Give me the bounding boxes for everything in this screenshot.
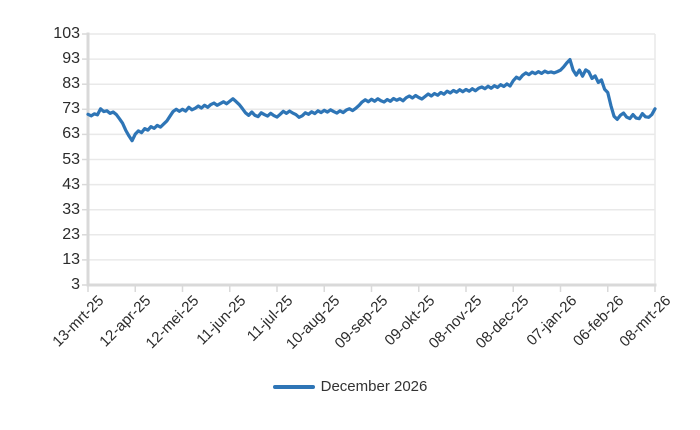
legend-label: December 2026 [320, 378, 428, 395]
y-axis-tick-label: 33 [62, 200, 80, 218]
legend-line-marker [272, 384, 315, 389]
y-axis-tick-label: 43 [62, 175, 80, 193]
y-axis-tick-label: 53 [62, 150, 80, 168]
series-line-december-2026[interactable] [86, 57, 657, 143]
y-axis-tick-label: 103 [53, 25, 80, 42]
y-axis-tick-label: 13 [62, 250, 80, 268]
y-axis-tick-label: 83 [62, 75, 80, 93]
y-axis-tick-label: 63 [62, 125, 80, 143]
legend: December 2026 [0, 378, 700, 395]
y-axis-tick-label: 3 [71, 276, 80, 293]
y-axis-tick-label: 73 [62, 100, 80, 118]
y-axis-tick-label: 23 [62, 225, 80, 243]
y-axis-tick-label: 93 [62, 50, 80, 68]
legend-item-december-2026[interactable]: December 2026 [272, 378, 428, 395]
